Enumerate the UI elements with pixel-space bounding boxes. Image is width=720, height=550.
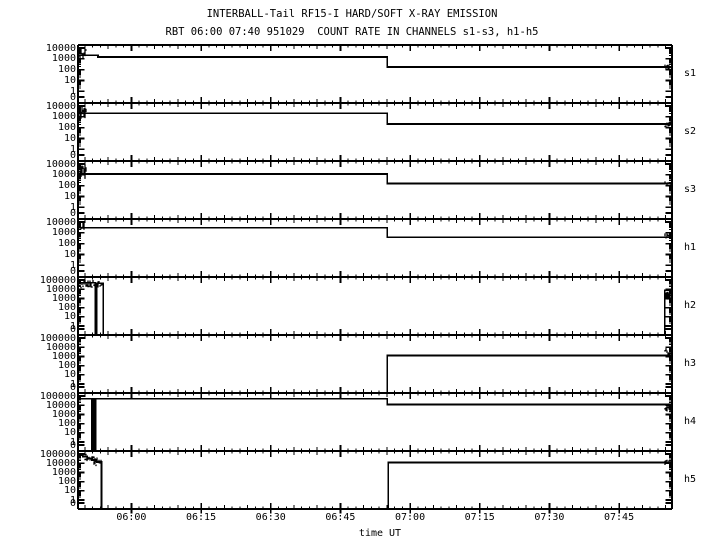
noise-s2 — [664, 121, 673, 128]
noise-h5 — [93, 459, 102, 467]
panel-h2 — [77, 279, 673, 336]
noise-h1 — [77, 222, 85, 230]
trace-s3 — [78, 173, 672, 185]
noise-h1 — [664, 233, 673, 239]
trace-h2 — [78, 281, 672, 336]
noise-h5 — [664, 459, 673, 469]
major-ticks — [78, 45, 672, 514]
panel-s1 — [77, 47, 673, 71]
noise-s2 — [77, 106, 87, 120]
noise-h5 — [84, 456, 98, 463]
noise-h2 — [77, 279, 96, 289]
trace-h5 — [78, 454, 672, 510]
panel-s2 — [77, 106, 673, 128]
panel-h4 — [78, 397, 673, 452]
trace-s1 — [78, 54, 672, 68]
noise-s1 — [664, 64, 673, 71]
noise-h5 — [77, 453, 88, 460]
trace-h4 — [78, 397, 672, 452]
trace-h1 — [78, 226, 672, 238]
noise-h4 — [664, 403, 673, 413]
chart-title: INTERBALL-Tail RF15-I HARD/SOFT X-RAY EM… — [206, 8, 498, 20]
noise-s1 — [77, 47, 87, 59]
panel-borders — [77, 44, 673, 510]
panel-h3 — [78, 348, 673, 394]
noise-s3 — [77, 164, 87, 179]
panel-h5 — [77, 453, 673, 510]
noise-h2 — [664, 290, 673, 300]
noise-h3 — [664, 348, 673, 357]
trace-h3 — [78, 354, 672, 394]
minor-ticks — [78, 45, 672, 509]
panel-h1 — [77, 222, 673, 239]
chart-subtitle: RBT 06:00 07:40 951029 COUNT RATE IN CHA… — [165, 26, 539, 38]
panel-s3 — [77, 164, 673, 187]
noise-h2 — [96, 281, 104, 288]
x-axis-title: time UT — [358, 528, 402, 539]
noise-s3 — [664, 181, 673, 187]
trace-s2 — [78, 112, 672, 125]
